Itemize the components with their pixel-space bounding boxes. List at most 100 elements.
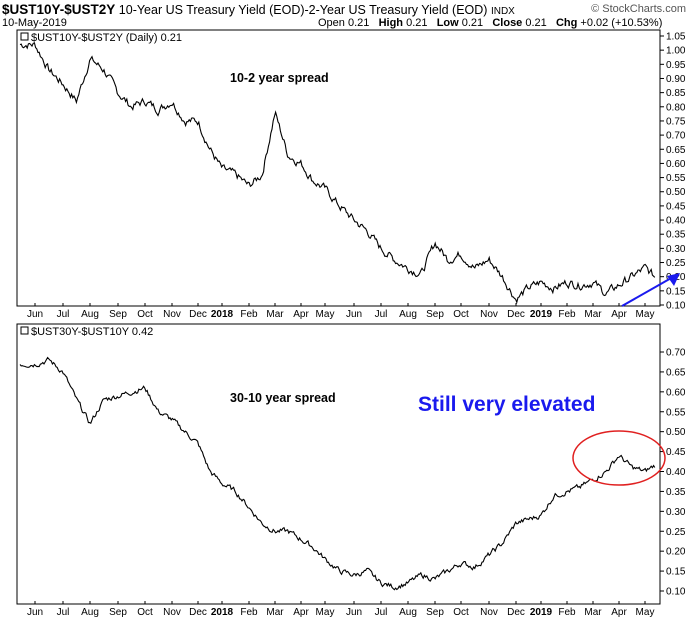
x-tick-label: 2019: [530, 309, 553, 320]
y-tick-label: 0.70: [666, 131, 686, 142]
chg-value: +0.02 (+10.53%): [580, 17, 663, 29]
panel-label: $UST10Y-$UST2Y (Daily) 0.21: [31, 32, 182, 44]
y-tick-label: 0.10: [666, 301, 686, 312]
panel-1: 1.05 1.00 0.95 0.90 0.85 0.80 0.75 0.70 0.65 0.60…: [16, 29, 686, 320]
y-tick-label: 0.15: [666, 286, 686, 297]
low-value: 0.21: [461, 17, 484, 29]
y-tick-label: 0.65: [666, 145, 686, 156]
x-tick-label: Aug: [81, 309, 99, 320]
x-tick-label: Jun: [346, 309, 362, 320]
ohlc-readout: Open 0.21 High 0.21 Low 0.21 Close 0.21 …: [318, 17, 662, 29]
x-tick-label: Oct: [453, 309, 469, 320]
annotation-text: 10-2 year spread: [230, 71, 329, 85]
x-tick-label: Apr: [293, 607, 309, 618]
x-tick-label: Nov: [163, 607, 181, 618]
panel-frame: [16, 29, 661, 307]
y-tick-label: 0.50: [666, 187, 686, 198]
x-tick-label: Jul: [375, 607, 388, 618]
x-tick-label: Feb: [240, 607, 258, 618]
y-tick-label: 0.55: [666, 407, 686, 418]
y-tick-label: 0.60: [666, 387, 686, 398]
annotation-text: 30-10 year spread: [230, 391, 336, 405]
x-tick-label: Dec: [189, 607, 207, 618]
x-tick-label: Jul: [375, 309, 388, 320]
high-value: 0.21: [406, 17, 428, 29]
x-tick-label: May: [636, 607, 655, 618]
panel-label: $UST30Y-$UST10Y 0.42: [31, 326, 153, 338]
x-tick-label: Feb: [558, 607, 576, 618]
x-tick-label: Sep: [109, 607, 127, 618]
x-tick-label: Oct: [137, 309, 153, 320]
x-tick-label: Aug: [399, 309, 417, 320]
y-tick-label: 0.15: [666, 567, 686, 578]
panel-2: 0.70 0.65 0.60 0.55 0.50 0.45 0.40 0.35 0.30 0.25…: [16, 323, 686, 618]
y-tick-label: 0.75: [666, 116, 686, 127]
y-tick-label: 1.05: [666, 32, 686, 43]
x-tick-label: Feb: [240, 309, 258, 320]
arrow-line: [621, 276, 674, 307]
y-tick-label: 1.00: [666, 46, 686, 57]
y-tick-label: 0.55: [666, 173, 686, 184]
close-label: Close: [492, 17, 523, 29]
series-line: [19, 356, 656, 591]
x-tick-label: Jun: [346, 607, 362, 618]
x-tick-label: Sep: [426, 309, 444, 320]
y-tick-label: 0.80: [666, 102, 686, 113]
exchange: INDX: [490, 6, 515, 17]
callout-text: Still very elevated: [418, 393, 595, 416]
y-tick-label: 0.35: [666, 487, 686, 498]
x-tick-label: Dec: [189, 309, 207, 320]
y-tick-label: 0.20: [666, 547, 686, 558]
x-tick-label: Dec: [507, 309, 525, 320]
x-tick-label: Nov: [163, 309, 181, 320]
x-tick-label: Mar: [584, 607, 602, 618]
symbol-description: 10-Year US Treasury Yield (EOD)-2-Year U…: [118, 3, 488, 17]
x-tick-label: Dec: [507, 607, 525, 618]
y-tick-label: 0.50: [666, 427, 686, 438]
legend-marker: [20, 326, 29, 335]
x-tick-label: Nov: [480, 309, 498, 320]
x-tick-label: May: [636, 309, 655, 320]
legend-marker: [20, 32, 29, 41]
y-tick-label: 0.95: [666, 60, 686, 71]
x-tick-label: Oct: [137, 607, 153, 618]
x-tick-label: Mar: [584, 309, 602, 320]
x-tick-label: Nov: [480, 607, 498, 618]
y-tick-label: 0.45: [666, 447, 686, 458]
x-tick-label: May: [316, 309, 335, 320]
y-tick-label: 0.25: [666, 258, 686, 269]
y-tick-label: 0.90: [666, 74, 686, 85]
y-tick-label: 0.25: [666, 527, 686, 538]
y-tick-label: 0.30: [666, 244, 686, 255]
x-tick-label: Jun: [27, 309, 43, 320]
x-tick-label: Feb: [558, 309, 576, 320]
x-tick-label: May: [316, 607, 335, 618]
x-tick-label: Aug: [81, 607, 99, 618]
watermark: © StockCharts.com: [591, 3, 686, 15]
x-tick-label: Sep: [426, 607, 444, 618]
chg-label: Chg: [555, 17, 578, 29]
y-tick-label: 0.30: [666, 507, 686, 518]
y-tick-label: 0.35: [666, 230, 686, 241]
low-label: Low: [436, 17, 459, 29]
x-tick-label: Oct: [453, 607, 469, 618]
y-tick-label: 0.70: [666, 348, 686, 359]
y-tick-label: 0.85: [666, 88, 686, 99]
open-label: Open: [318, 17, 345, 29]
open-value: 0.21: [347, 17, 370, 29]
y-tick-label: 0.45: [666, 201, 686, 212]
series-line: [19, 42, 656, 305]
x-tick-label: Sep: [109, 309, 127, 320]
x-tick-label: Aug: [399, 607, 417, 618]
y-tick-label: 0.65: [666, 367, 686, 378]
x-tick-label: 2019: [530, 607, 553, 618]
close-value: 0.21: [525, 17, 547, 29]
x-tick-label: Jul: [57, 607, 70, 618]
x-tick-label: Jun: [27, 607, 43, 618]
arrow-head: [667, 273, 680, 286]
x-tick-label: 2018: [211, 607, 234, 618]
symbol: $UST10Y-$UST2Y: [2, 2, 116, 17]
highlight-circle: [572, 430, 666, 486]
x-tick-label: Mar: [266, 309, 284, 320]
